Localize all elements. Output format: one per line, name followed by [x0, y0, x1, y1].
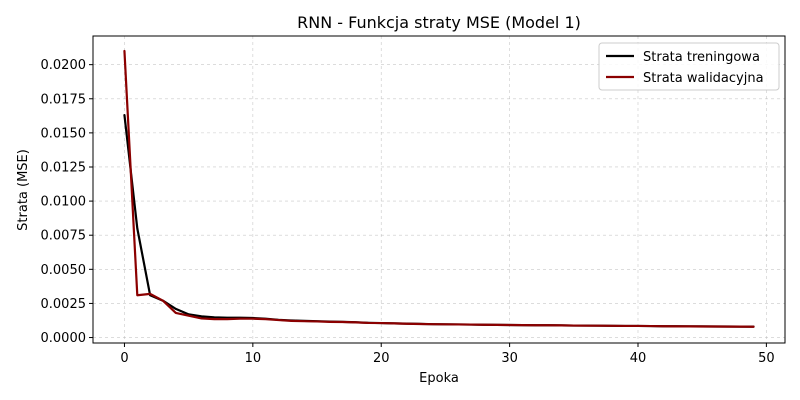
y-tick-label: 0.0150 — [41, 126, 87, 141]
x-axis: 0 10 20 30 40 50 — [120, 343, 775, 366]
series-lines — [123, 49, 755, 328]
series-line-validation — [123, 49, 755, 328]
x-tick-label: 10 — [245, 351, 262, 366]
y-tick-label: 0.0075 — [41, 229, 87, 244]
x-tick-label: 30 — [501, 351, 518, 366]
y-tick-label: 0.0025 — [41, 297, 87, 312]
legend: Strata treningowa Strata walidacyjna — [598, 42, 780, 91]
y-tick-label: 0.0050 — [41, 263, 87, 278]
x-tick-label: 50 — [758, 351, 775, 366]
legend-box — [598, 42, 780, 91]
y-tick-label: 0.0175 — [41, 92, 87, 107]
y-axis-label: Strata (MSE) — [16, 149, 31, 231]
legend-label-train: Strata treningowa — [643, 50, 760, 65]
y-axis: 0.0000 0.0025 0.0050 0.0075 0.0100 0.0125 0.01… — [41, 58, 93, 346]
legend-label-validation: Strata walidacyjna — [643, 71, 764, 86]
y-tick-label: 0.0000 — [41, 331, 87, 346]
x-tick-label: 40 — [630, 351, 647, 366]
x-tick-label: 0 — [120, 351, 128, 366]
plot-frame — [92, 35, 786, 344]
y-tick-label: 0.0200 — [41, 58, 87, 73]
x-axis-label: Epoka — [419, 371, 459, 386]
chart-title: RNN - Funkcja straty MSE (Model 1) — [297, 13, 581, 32]
y-tick-label: 0.0100 — [41, 195, 87, 210]
y-tick-label: 0.0125 — [41, 160, 87, 175]
x-tick-label: 20 — [373, 351, 390, 366]
